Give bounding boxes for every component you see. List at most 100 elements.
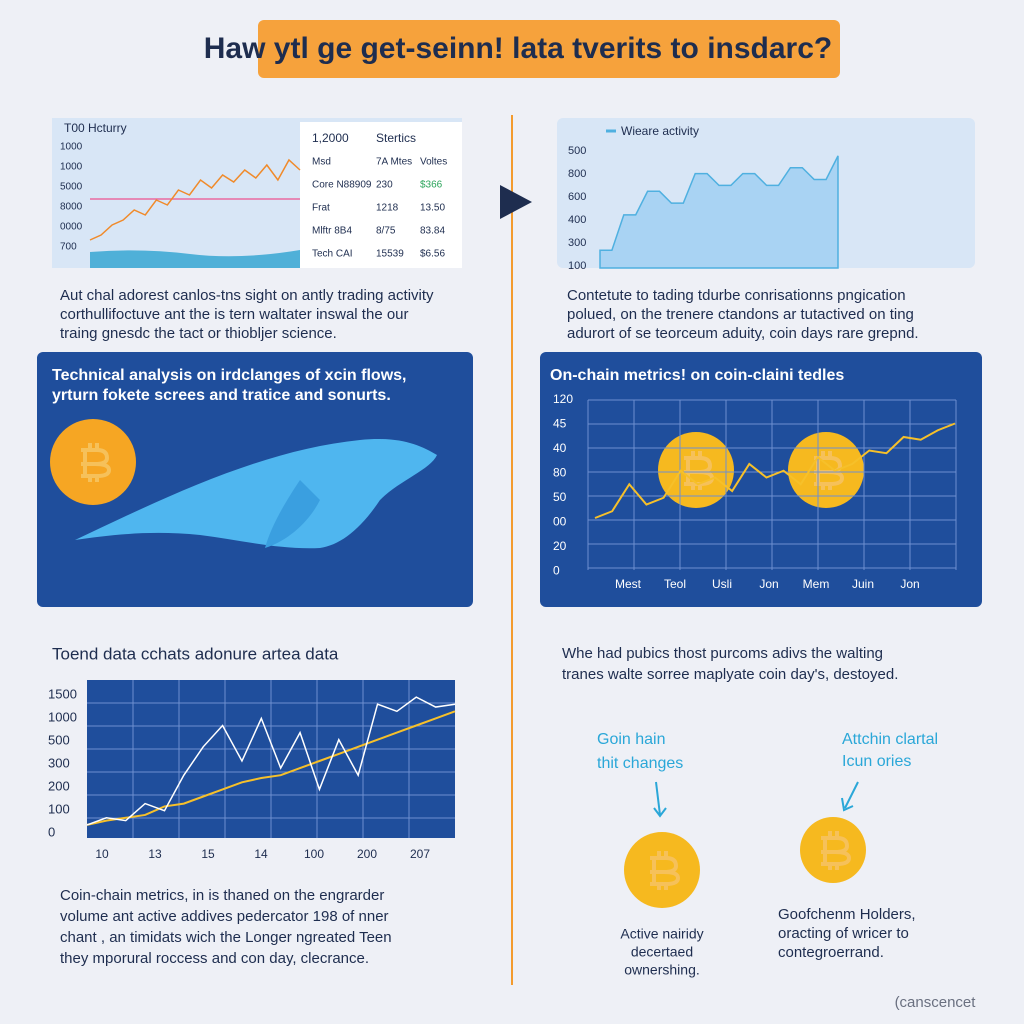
text: corthullifoctuve ant the is tern waltate… (60, 306, 409, 323)
text: 500 (568, 145, 586, 157)
text: 14 (254, 847, 268, 861)
arrow (653, 781, 667, 818)
text: yrturn fokete screes and tratice and son… (52, 387, 391, 404)
table-cell: Mlftr 8B4 (312, 226, 352, 237)
text: 40 (553, 441, 567, 455)
whale-fin (265, 480, 320, 548)
table-cell: 13.50 (420, 203, 445, 214)
text: 20 (553, 539, 567, 553)
table-cell: 8/75 (376, 226, 396, 237)
text: 800 (568, 168, 586, 180)
text: Usli (712, 577, 732, 591)
text: 700 (60, 242, 77, 253)
panel (540, 352, 982, 607)
table-bg (300, 122, 462, 268)
text: 45 (553, 417, 567, 431)
text: Whe had pubics thost purcoms adivs the w… (562, 645, 883, 662)
text: 13 (148, 847, 162, 861)
text: decertaed (631, 944, 693, 960)
text: traing gnesdc the tact or thiobljer scie… (60, 325, 337, 342)
table-cell: Tech CAI (312, 249, 353, 260)
text: ownershing. (624, 962, 700, 978)
text: Jon (900, 577, 919, 591)
table-cell: Msd (312, 157, 331, 168)
text: 80 (553, 466, 567, 480)
table-cell: Voltes (420, 157, 447, 168)
text: 50 (553, 490, 567, 504)
title-highlight (258, 20, 840, 78)
table-cell: 15539 (376, 249, 404, 260)
text: Goin hain (597, 731, 666, 748)
text: 120 (553, 392, 573, 406)
text: 10 (95, 847, 109, 861)
text: 300 (568, 237, 586, 249)
text: 207 (410, 847, 430, 861)
area (90, 250, 300, 268)
text: T00 Hcturry (64, 121, 127, 135)
text: 1000 (48, 709, 77, 724)
text: 15 (201, 847, 215, 861)
table-cell: 83.84 (420, 226, 445, 237)
text: Contetute to tading tdurbe conrisationns… (567, 287, 906, 304)
text: contegroerrand. (778, 944, 884, 961)
table-cell: $6.56 (420, 249, 445, 260)
table-cell: 230 (376, 180, 393, 191)
text: Icun ories (842, 753, 911, 770)
text: 100 (48, 801, 70, 816)
table-cell: $366 (420, 180, 443, 191)
text: volume ant active addives pedercator 198… (60, 908, 389, 925)
text: 1000 (60, 142, 83, 153)
text: 0000 (60, 222, 83, 233)
table-cell: 7A Mtes (376, 157, 412, 168)
text: (canscencet (895, 994, 977, 1011)
table-cell: Frat (312, 203, 330, 214)
text: 300 (48, 755, 70, 770)
text: Mem (803, 577, 830, 591)
text: they mporural roccess and con day, clecr… (60, 950, 369, 967)
text: 400 (568, 214, 586, 226)
text: 1,2000 (312, 131, 349, 145)
text: 1000 (60, 162, 83, 173)
text: thit changes (597, 755, 683, 772)
arrow (841, 781, 859, 812)
text: Mest (615, 577, 642, 591)
title: Haw ytl ge get-seinn! lata tverits to in… (204, 32, 832, 65)
text: Attchin clartal (842, 731, 938, 748)
text: Technical analysis on irdclanges of xcin… (52, 367, 406, 384)
text: polued, on the trenere ctandons ar tutac… (567, 306, 914, 323)
text: 0 (48, 824, 55, 839)
table-cell: Core N88909 (312, 180, 372, 191)
text: 100 (304, 847, 324, 861)
text: 00 (553, 515, 567, 529)
text: 1500 (48, 686, 77, 701)
text: 200 (357, 847, 377, 861)
line (86, 710, 456, 826)
text: Aut chal adorest canlos-tns sight on ant… (60, 287, 434, 304)
text: Jon (759, 577, 778, 591)
text: On-chain metrics! on coin-claini tedles (550, 367, 844, 384)
text: adurort of se teorceum aduity, coin days… (567, 325, 919, 342)
arrow (500, 185, 532, 219)
text: Juin (852, 577, 874, 591)
line (86, 696, 456, 826)
text: oracting of wricer to (778, 925, 909, 942)
text: 8000 (60, 202, 83, 213)
whale (75, 439, 437, 549)
text: 500 (48, 732, 70, 747)
text: tranes walte sorree maplyate coin day's,… (562, 666, 898, 683)
text: 200 (48, 778, 70, 793)
line (89, 158, 301, 241)
text: Active nairidy (620, 926, 703, 942)
coins (50, 419, 866, 908)
area (599, 155, 839, 269)
text: chant , an timidats wich the Longer ngre… (60, 929, 392, 946)
text: Toend data cchats adonure artea data (52, 644, 339, 663)
table-cell: 1218 (376, 203, 399, 214)
text: Coin-chain metrics, in is thaned on the … (60, 887, 384, 904)
text: Goofchenm Holders, (778, 906, 916, 923)
text: 5000 (60, 182, 83, 193)
text: 100 (568, 260, 586, 272)
text: Stertics (376, 131, 416, 145)
